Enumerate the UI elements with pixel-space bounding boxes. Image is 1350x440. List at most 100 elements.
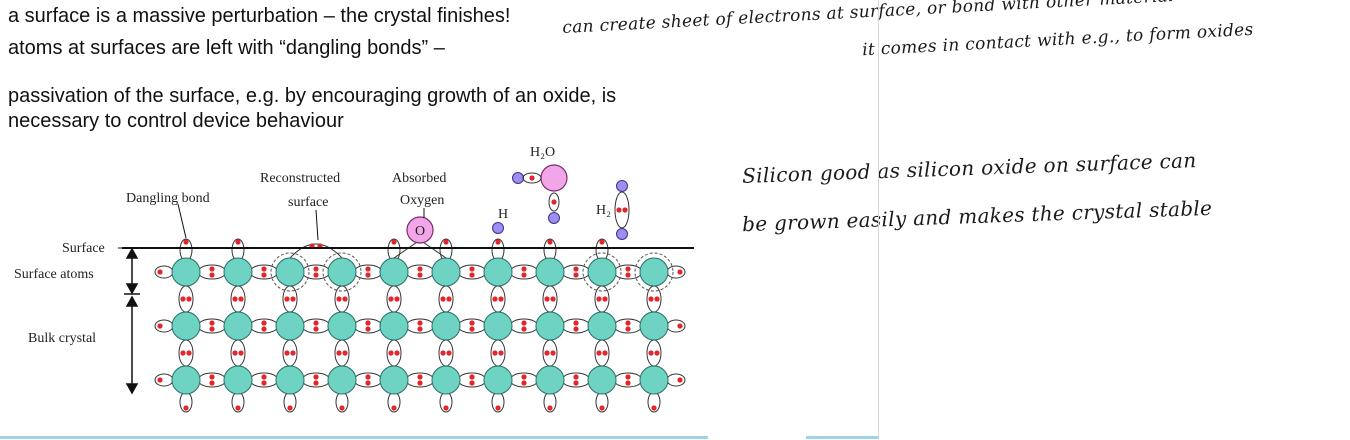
bond-electron xyxy=(492,296,498,302)
bond-electron xyxy=(313,374,319,380)
bond-electron xyxy=(342,350,348,356)
bond-electron xyxy=(573,326,579,332)
silicon-atom xyxy=(275,257,305,287)
bond-electron xyxy=(498,350,504,356)
bond-electron xyxy=(365,380,371,386)
bond-electron xyxy=(284,296,290,302)
bond-electron xyxy=(573,266,579,272)
bond-electron xyxy=(469,374,475,380)
silicon-atom xyxy=(223,365,253,395)
bond-electron xyxy=(677,323,683,329)
h2-atom xyxy=(616,228,628,240)
bond-electron xyxy=(443,405,449,411)
water-electron xyxy=(529,175,535,181)
bond-electron xyxy=(186,350,192,356)
bond-electron xyxy=(440,350,446,356)
bond-electron xyxy=(365,326,371,332)
bullet-device-behaviour: necessary to control device behaviour xyxy=(8,110,344,132)
silicon-atom xyxy=(379,311,409,341)
bond-electron xyxy=(446,350,452,356)
silicon-atom xyxy=(431,257,461,287)
reconstructed-bond xyxy=(289,243,343,259)
label-reconstructed-surface: surface xyxy=(288,195,328,210)
bond-electron xyxy=(186,296,192,302)
water-electron xyxy=(551,199,557,205)
bond-electron xyxy=(313,326,319,332)
bond-electron xyxy=(625,326,631,332)
label-water: H₂O xyxy=(530,145,555,160)
crystal-atoms xyxy=(171,257,669,395)
bond-electron xyxy=(232,350,238,356)
bond-electron xyxy=(440,296,446,302)
bond-electron xyxy=(596,296,602,302)
dangling-electron xyxy=(183,239,189,245)
bond-electron xyxy=(209,266,215,272)
bond-electron xyxy=(388,296,394,302)
water-oxygen xyxy=(540,164,568,192)
silicon-atom xyxy=(535,365,565,395)
silicon-atom xyxy=(171,257,201,287)
bond-electron xyxy=(261,272,267,278)
bond-electron xyxy=(469,380,475,386)
bond-electron xyxy=(602,296,608,302)
bond-electron xyxy=(261,320,267,326)
bond-electron xyxy=(261,380,267,386)
bond-electron xyxy=(654,350,660,356)
bond-electron xyxy=(238,350,244,356)
dangling-electron xyxy=(599,239,605,245)
silicon-atom xyxy=(171,311,201,341)
bond-electron xyxy=(157,377,163,383)
silicon-atom xyxy=(431,365,461,395)
label-hydrogen: H xyxy=(498,207,508,222)
silicon-atom xyxy=(483,257,513,287)
label-surface: Surface xyxy=(62,241,105,256)
silicon-atom xyxy=(431,311,461,341)
bond-electron xyxy=(521,326,527,332)
bond-electron xyxy=(287,405,293,411)
oxygen-atom xyxy=(406,216,434,244)
dangling-electron xyxy=(547,239,553,245)
bond-electron xyxy=(157,323,163,329)
bond-electron xyxy=(625,380,631,386)
bond-electron xyxy=(521,380,527,386)
silicon-atom xyxy=(639,257,669,287)
silicon-atom xyxy=(483,365,513,395)
bond-electron xyxy=(290,350,296,356)
bond-electron xyxy=(469,266,475,272)
label-bulk-crystal: Bulk crystal xyxy=(28,331,96,346)
bond-electron xyxy=(469,326,475,332)
silicon-atom xyxy=(379,365,409,395)
bond-electron xyxy=(648,296,654,302)
bond-electron xyxy=(417,320,423,326)
bond-electron xyxy=(625,266,631,272)
strain-ring xyxy=(582,252,622,292)
bond-electron xyxy=(654,296,660,302)
bond-electron xyxy=(388,350,394,356)
dangling-electron xyxy=(443,239,449,245)
silicon-atom xyxy=(483,311,513,341)
bond-electron xyxy=(417,326,423,332)
bond-electron xyxy=(469,272,475,278)
bond-electron xyxy=(469,320,475,326)
bond-electron xyxy=(336,350,342,356)
label-absorbed: Absorbed xyxy=(392,171,446,186)
bond-electron xyxy=(336,296,342,302)
silicon-atom xyxy=(327,257,357,287)
bond-electron xyxy=(521,266,527,272)
bond-electron xyxy=(625,374,631,380)
bond-electron xyxy=(232,296,238,302)
bond-electron xyxy=(391,405,397,411)
silicon-atom xyxy=(223,311,253,341)
bond-electron xyxy=(261,374,267,380)
label-reconstructed: Reconstructed xyxy=(260,171,340,186)
bond-electron xyxy=(394,350,400,356)
label-oxygen: Oxygen xyxy=(400,193,444,208)
bond-electron xyxy=(261,266,267,272)
silicon-atom xyxy=(535,311,565,341)
silicon-atom xyxy=(639,311,669,341)
bond-electron xyxy=(573,380,579,386)
bond-electron xyxy=(521,374,527,380)
bond-electron xyxy=(596,350,602,356)
water-hydrogen xyxy=(548,212,560,224)
hydrogen-atom xyxy=(492,222,504,234)
